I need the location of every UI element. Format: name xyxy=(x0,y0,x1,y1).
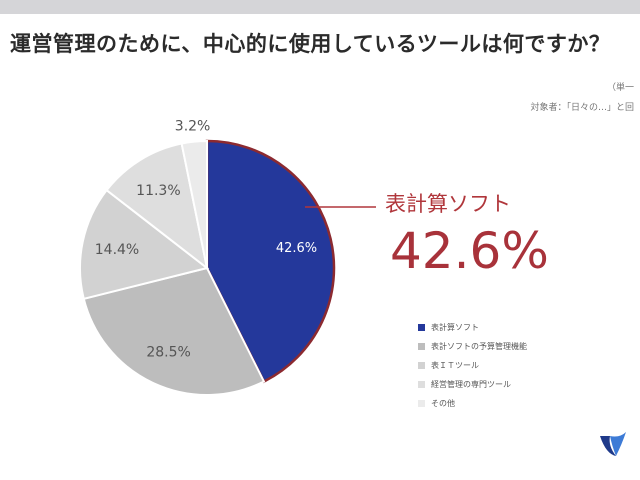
note-answer-type: （単一 xyxy=(606,83,634,93)
legend-swatch-4 xyxy=(418,400,425,407)
legend-item-1: 表計ソフトの予算管理機能 xyxy=(418,337,527,356)
legend-label-1: 表計ソフトの予算管理機能 xyxy=(431,342,527,351)
legend-item-2: 表ＩＴツール xyxy=(418,356,527,375)
legend-swatch-3 xyxy=(418,381,425,388)
legend-label-2: 表ＩＴツール xyxy=(431,361,479,370)
callout-value: 42.6% xyxy=(390,222,549,280)
pie-labels: 42.6% 28.5% 14.4% 11.3% 3.2% xyxy=(95,119,317,361)
legend-swatch-0 xyxy=(418,324,425,331)
callout-label: 表計算ソフト xyxy=(385,192,511,216)
pie-label-1: 28.5% xyxy=(146,345,190,361)
legend-item-3: 経営管理の専門ツール xyxy=(418,375,527,394)
legend: 表計算ソフト表計ソフトの予算管理機能 表ＩＴツール経営管理の専門ツール その他 xyxy=(418,318,527,413)
chart-title: 運営管理のために、中心的に使用しているツールは何ですか？ xyxy=(10,32,611,56)
pie-slice-2 xyxy=(79,188,210,301)
legend-label-3: 経営管理の専門ツール xyxy=(431,380,511,389)
legend-label-4: その他 xyxy=(431,399,455,408)
note-respondents: 対象者：「日々の…」と回 xyxy=(530,103,634,113)
pie-label-0: 42.6% xyxy=(276,241,317,256)
legend-item-0: 表計算ソフト xyxy=(418,318,527,337)
pie-slice-4 xyxy=(180,139,208,269)
pie-slices xyxy=(79,139,336,396)
pie-slice-0 xyxy=(205,139,336,384)
top-strip xyxy=(0,0,640,14)
legend-swatch-2 xyxy=(418,362,425,369)
pie-slice-3 xyxy=(105,142,209,271)
pie-label-3: 11.3% xyxy=(136,183,180,199)
pie-slice-1 xyxy=(82,266,266,396)
pie-label-4: 3.2% xyxy=(175,119,211,135)
legend-swatch-1 xyxy=(418,343,425,350)
legend-label-0: 表計算ソフト xyxy=(431,323,479,332)
pie-label-2: 14.4% xyxy=(95,242,139,258)
legend-item-4: その他 xyxy=(418,394,527,413)
bird-logo-icon xyxy=(600,432,626,456)
